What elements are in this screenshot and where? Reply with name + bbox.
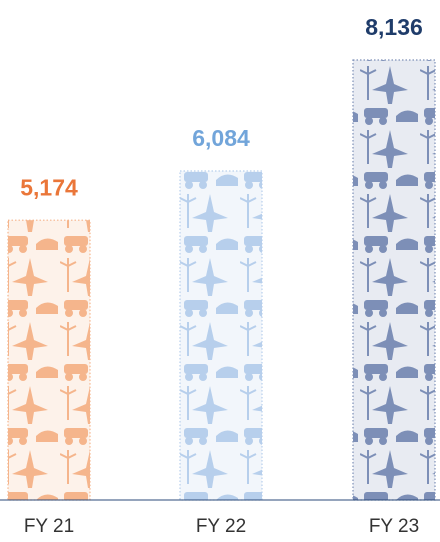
x-tick-label: FY 23 <box>369 516 419 537</box>
value-label: 8,136 <box>365 14 423 40</box>
bar <box>7 219 91 501</box>
bar <box>352 59 436 501</box>
value-label: 5,174 <box>20 174 78 200</box>
x-tick-label: FY 21 <box>24 516 74 537</box>
bar <box>179 170 263 501</box>
x-tick-label: FY 22 <box>196 516 246 537</box>
value-label: 6,084 <box>192 125 250 151</box>
